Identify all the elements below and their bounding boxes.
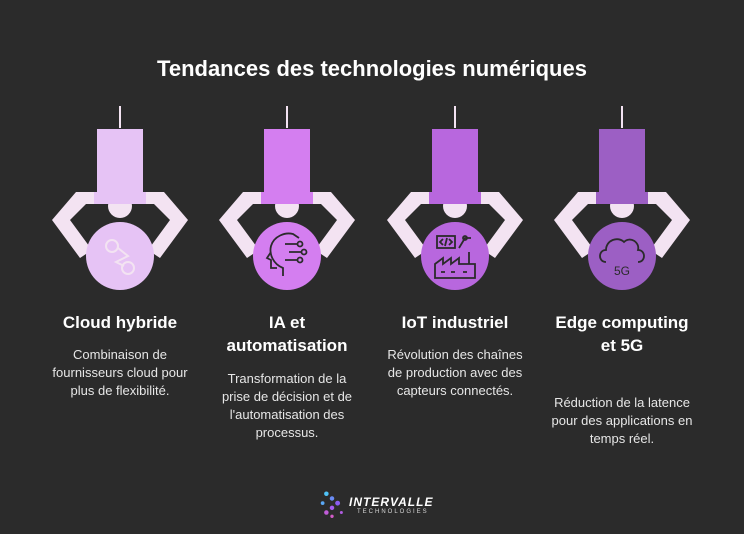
factory-icon <box>434 235 476 279</box>
card-3-title: IoT industriel <box>401 313 509 332</box>
claw-3-body <box>432 129 478 204</box>
claw-3 <box>387 106 523 290</box>
card-2-description: Transformation de la prise de décision e… <box>221 371 353 440</box>
claw-2-body <box>264 129 310 204</box>
card-4-title: Edge computing et 5G <box>555 313 689 355</box>
claw-1-circle <box>86 222 154 290</box>
card-4-description: Réduction de la latence pour des applica… <box>551 395 693 446</box>
claw-4-body <box>599 129 645 204</box>
claw-3-circle <box>421 222 489 290</box>
claw-2-circle <box>253 222 321 290</box>
claw-4: 5G <box>554 106 690 290</box>
card-3-description: Révolution des chaînes de production ave… <box>387 347 523 398</box>
intervalle-logo-icon <box>320 491 343 518</box>
cloud-nodes-icon <box>105 239 135 275</box>
5g-label: 5G <box>614 264 630 278</box>
card-1-description: Combinaison de fournisseurs cloud pour p… <box>52 347 188 398</box>
claw-4-circle <box>588 222 656 290</box>
claw-1 <box>52 106 188 290</box>
ai-head-icon <box>265 232 308 276</box>
cloud-5g-icon: 5G <box>599 238 645 278</box>
logo-name: INTERVALLE <box>349 495 434 509</box>
claw-2 <box>219 106 355 290</box>
logo-subtitle: TECHNOLOGIES <box>357 509 429 515</box>
card-2-title: IA et automatisation <box>226 313 348 355</box>
claw-1-body <box>97 129 143 204</box>
page-title: Tendances des technologies numériques <box>157 56 587 81</box>
card-1-title: Cloud hybride <box>62 313 178 332</box>
